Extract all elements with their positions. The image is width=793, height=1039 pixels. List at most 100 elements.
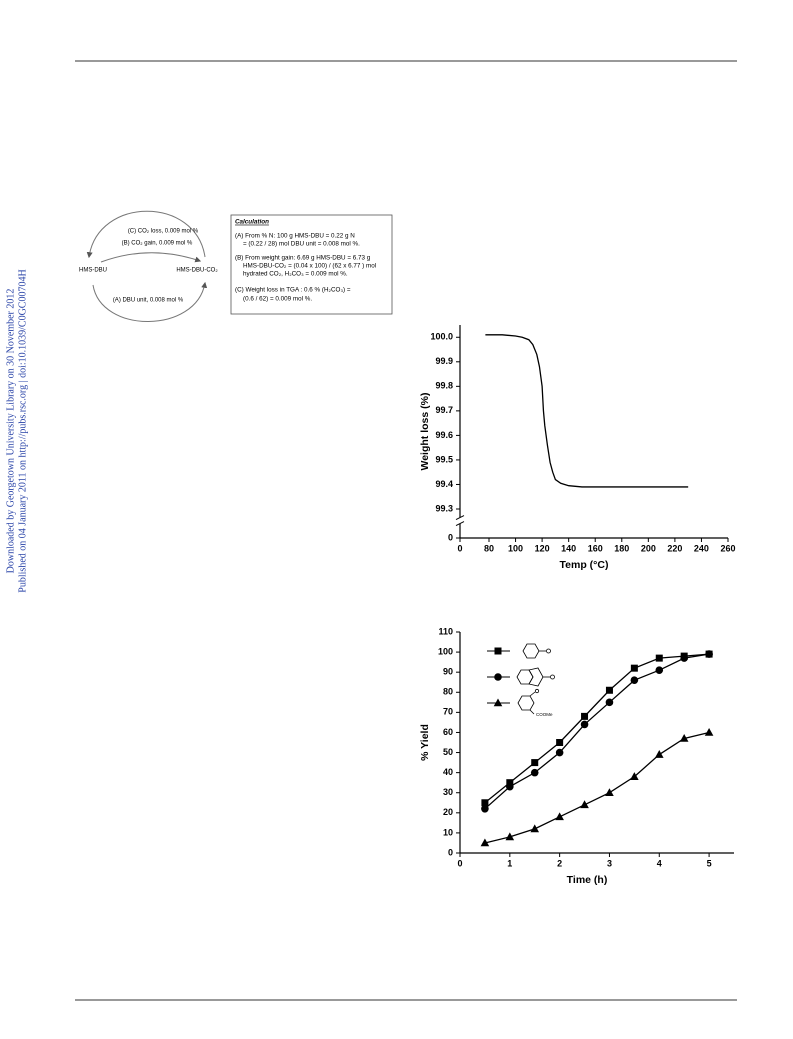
x-tick-label: 0 (457, 858, 462, 868)
calc-title: Calculation (235, 219, 269, 226)
marker-square (481, 799, 489, 807)
marker-circle (481, 805, 489, 813)
arrow-co2-gain (100, 252, 202, 263)
marker-circle (630, 676, 639, 685)
structure-label: COOMe (536, 712, 553, 717)
calc-line: HMS-DBU-CO₂ = (0.04 x 100) / (62 x 6.77 … (243, 263, 376, 270)
x-tick-label: 3 (607, 858, 612, 868)
marker-square (605, 686, 613, 694)
node-label: HMS-DBU (79, 268, 107, 274)
marker-square (506, 779, 514, 787)
data-line (485, 334, 689, 488)
y-tick-label: 100.0 (430, 332, 453, 342)
carbonyl (529, 691, 536, 697)
x-tick-label: 2 (557, 858, 562, 868)
x-tick-label: 140 (561, 543, 576, 553)
x-tick-label: 120 (535, 543, 550, 553)
y-tick-label: 99.9 (435, 356, 453, 366)
arrow-co2-loss (86, 210, 206, 259)
x-tick-label: 260 (720, 543, 735, 553)
marker-square (630, 664, 638, 672)
marker-triangle (493, 698, 503, 707)
x-tick-label: 80 (484, 543, 494, 553)
arrow-dbu-unit (92, 281, 208, 322)
marker-triangle (555, 812, 564, 821)
x-tick-label: 5 (707, 858, 712, 868)
calc-line: (0.6 / 62) = 0.009 mol %. (243, 296, 312, 303)
publish-note: Published on 04 January 2011 on http://p… (17, 269, 28, 592)
y-tick-label: 110 (438, 626, 453, 636)
calculation-box: Calculation (A) From % N: 100 g HMS-DBU … (230, 214, 393, 315)
marker-triangle (679, 733, 689, 742)
y-tick-label: 20 (443, 807, 453, 817)
y-tick-label: 90 (443, 667, 453, 677)
y-tick-label: 0 (448, 532, 453, 542)
step-label: (B) CO₂ gain, 0.009 mol % (122, 241, 193, 247)
y-tick-label: 30 (443, 787, 453, 797)
oxygen (546, 648, 551, 654)
cyclohexanone (517, 695, 535, 711)
marker-triangle (630, 772, 639, 780)
x-tick-label: 180 (614, 543, 629, 553)
y-tick-label: 99.8 (435, 381, 453, 391)
x-axis-title: Temp (°C) (560, 559, 609, 571)
y-tick-label: 80 (443, 687, 453, 697)
x-tick-label: 240 (694, 543, 709, 553)
marker-square (494, 647, 502, 655)
ester-bond (529, 709, 535, 715)
cyclohexanone (522, 643, 540, 659)
data-line (484, 653, 710, 810)
calc-line: (C) Weight loss in TGA : 0.6 % (H₂CO₃) = (235, 287, 351, 294)
marker-circle (680, 654, 688, 662)
marker-square (556, 739, 564, 746)
marker-square (531, 759, 539, 767)
y-tick-label: 10 (443, 827, 453, 837)
y-tick-label: 100 (438, 646, 453, 656)
axis-break-gap (456, 517, 464, 524)
scheme: (C) CO₂ loss, 0.009 mol % (B) CO₂ gain, … (79, 210, 218, 322)
y-tick-label: 99.6 (435, 430, 453, 440)
y-tick-label: 99.5 (435, 454, 453, 464)
download-note: Downloaded by Georgetown University Libr… (5, 289, 16, 574)
x-tick-label: 4 (657, 858, 662, 868)
marker-triangle (505, 832, 515, 841)
y-axis-title: Weight loss (%) (419, 393, 431, 471)
marker-triangle (530, 824, 540, 833)
x-tick-label: 200 (641, 543, 656, 553)
x-tick-label: 1 (507, 858, 512, 868)
legend-structures (516, 643, 555, 715)
marker-circle (655, 666, 664, 674)
marker-circle (605, 698, 614, 707)
axis-break-mark (455, 521, 465, 527)
marker-circle (506, 782, 514, 791)
x-tick-label: 160 (588, 543, 603, 553)
y-axis-title: % Yield (419, 724, 431, 761)
marker-triangle (704, 727, 714, 736)
marker-square (581, 712, 589, 720)
marker-circle (530, 768, 539, 777)
data-line (484, 731, 710, 844)
calc-line: (B) From weight gain: 6.69 g HMS-DBU = 6… (235, 255, 371, 262)
axis-break-mark (455, 515, 465, 521)
y-tick-label: 50 (443, 747, 453, 757)
calc-line: hydrated CO₂, H₂CO₃ = 0.009 mol %. (243, 271, 348, 278)
marker-square (655, 654, 663, 662)
box-frame (230, 214, 393, 315)
marker-circle (580, 720, 589, 729)
marker-triangle (654, 750, 664, 758)
y-tick-label: 70 (443, 707, 453, 717)
y-tick-label: 99.7 (435, 405, 453, 415)
marker-circle (555, 748, 564, 757)
x-axis-title: Time (h) (567, 874, 608, 886)
calc-line: (A) From % N: 100 g HMS-DBU = 0.22 g N (235, 233, 355, 240)
oxygen (534, 688, 540, 694)
x-tick-label: 100 (508, 543, 523, 553)
marker-circle (705, 650, 713, 658)
y-tick-label: 60 (443, 727, 453, 737)
step-label: (C) CO₂ loss, 0.009 mol % (128, 229, 199, 235)
y-tick-label: 99.4 (435, 479, 453, 489)
x-tick-label: 0 (457, 543, 462, 553)
indanone-ring (528, 667, 544, 687)
